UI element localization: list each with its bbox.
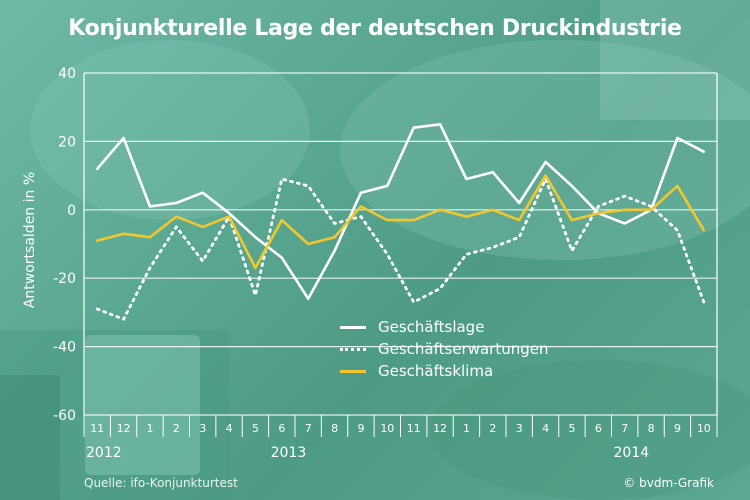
credit-note: © bvdm-Grafik <box>623 476 714 490</box>
x-tick-label: 12 <box>117 422 131 435</box>
x-year-label: 2013 <box>271 445 307 461</box>
legend-label: Geschäftsklima <box>378 362 494 380</box>
x-tick-label: 8 <box>648 422 655 435</box>
x-tick-label: 7 <box>621 422 628 435</box>
x-tick-label: 4 <box>542 422 549 435</box>
x-tick-label: 5 <box>252 422 259 435</box>
y-tick-label: 40 <box>58 66 76 82</box>
x-tick-label: 12 <box>433 422 447 435</box>
x-tick-label: 3 <box>516 422 523 435</box>
legend-swatch-yellow <box>340 370 366 373</box>
x-tick-label: 1 <box>463 422 470 435</box>
legend-label: Geschäftslage <box>378 318 485 336</box>
x-tick-label: 6 <box>595 422 602 435</box>
x-tick-label: 1 <box>146 422 153 435</box>
y-tick-label: -60 <box>53 408 76 424</box>
legend-item-geschaeftserwartungen: Geschäftserwartungen <box>340 338 549 360</box>
x-tick-label: 11 <box>90 422 104 435</box>
x-tick-label: 7 <box>305 422 312 435</box>
x-tick-label: 3 <box>199 422 206 435</box>
chart-title: Konjunkturelle Lage der deutschen Drucki… <box>68 16 682 41</box>
x-tick-label: 9 <box>674 422 681 435</box>
series-lines <box>95 123 706 321</box>
x-year-label: 2012 <box>86 445 122 461</box>
legend-item-geschaeftslage: Geschäftslage <box>340 316 549 338</box>
legend-item-geschaeftsklima: Geschäftsklima <box>340 360 549 382</box>
x-tick-label: 2 <box>173 422 180 435</box>
x-tick-label: 2 <box>489 422 496 435</box>
x-tick-label: 10 <box>697 422 711 435</box>
x-tick-label: 10 <box>380 422 394 435</box>
y-axis-ticks: 40 20 0 -20 -40 -60 <box>53 66 76 424</box>
y-tick-label: 0 <box>67 203 76 219</box>
legend: Geschäftslage Geschäftserwartungen Gesch… <box>340 316 549 382</box>
x-tick-label: 4 <box>226 422 233 435</box>
x-tick-label: 11 <box>407 422 421 435</box>
y-axis-label: Antwortsalden in % <box>22 172 38 308</box>
series-line-geschaeftsklima <box>95 174 706 270</box>
y-tick-label: -40 <box>53 340 76 356</box>
x-tick-label: 8 <box>331 422 338 435</box>
series-line-geschaeftslage <box>95 123 706 301</box>
source-note: Quelle: ifo-Konjunkturtest <box>84 476 238 490</box>
series-line-geschaeftserwartungen <box>95 177 706 321</box>
y-tick-label: -20 <box>53 271 76 287</box>
legend-swatch-dotted <box>340 348 366 351</box>
x-year-label: 2014 <box>614 445 650 461</box>
legend-swatch-solid <box>340 326 366 329</box>
x-tick-label: 9 <box>357 422 364 435</box>
x-tick-label: 5 <box>568 422 575 435</box>
y-tick-label: 20 <box>58 134 76 150</box>
legend-label: Geschäftserwartungen <box>378 340 549 358</box>
x-tick-label: 6 <box>278 422 285 435</box>
